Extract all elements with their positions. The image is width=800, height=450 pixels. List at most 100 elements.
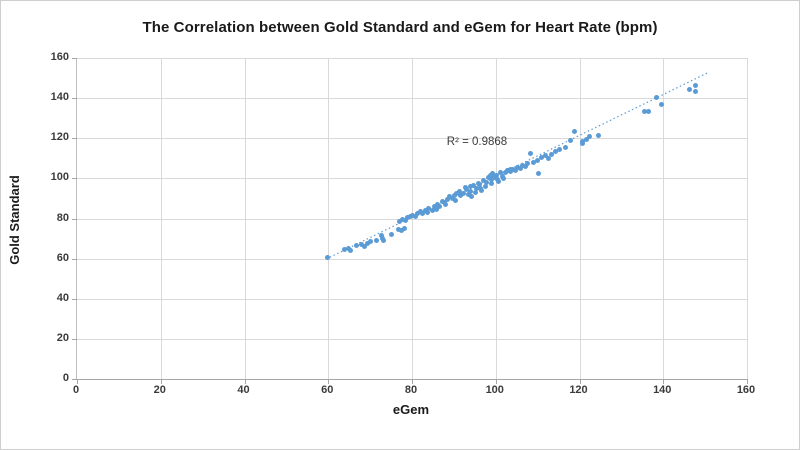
data-point <box>468 184 474 190</box>
data-point <box>368 239 374 245</box>
data-point <box>396 227 402 233</box>
data-point <box>645 109 651 115</box>
x-tick-mark <box>160 379 162 384</box>
data-point <box>493 173 499 179</box>
data-point <box>389 231 395 237</box>
data-point <box>579 138 585 144</box>
data-point <box>562 144 568 150</box>
data-point <box>407 214 413 220</box>
y-tick-mark <box>72 338 77 340</box>
data-point <box>552 149 558 155</box>
data-point <box>472 189 478 195</box>
x-tick-mark <box>663 379 665 384</box>
horizontal-gridline <box>77 98 747 100</box>
y-tick-mark <box>72 379 77 380</box>
y-tick-mark <box>72 138 77 140</box>
horizontal-gridline <box>77 178 747 180</box>
y-tick-label: 100 <box>50 171 69 184</box>
data-point <box>658 102 664 108</box>
data-point <box>494 176 500 182</box>
y-tick-mark <box>72 58 77 59</box>
data-point <box>451 192 457 198</box>
data-point <box>437 203 443 209</box>
data-point <box>463 186 469 192</box>
x-tick-label: 80 <box>404 384 418 396</box>
plot-area: R² = 0.9868 <box>72 58 748 384</box>
data-point <box>347 248 353 254</box>
chart-title: The Correlation between Gold Standard an… <box>142 19 658 36</box>
x-tick-label: 20 <box>153 384 166 396</box>
data-point <box>432 204 438 210</box>
data-point <box>505 167 511 173</box>
data-point <box>471 183 477 189</box>
x-tick-mark <box>495 379 497 384</box>
y-tick-label: 40 <box>56 291 69 304</box>
x-tick-label: 100 <box>485 384 504 396</box>
data-point <box>415 210 421 216</box>
data-point <box>484 180 490 186</box>
trendline <box>325 72 708 260</box>
x-tick-mark <box>77 379 78 384</box>
data-point <box>457 188 463 194</box>
x-axis-title: eGem <box>392 402 430 417</box>
horizontal-gridline <box>77 338 747 340</box>
data-point <box>420 210 426 216</box>
data-point <box>496 179 502 185</box>
data-point <box>381 237 387 243</box>
horizontal-gridline <box>77 258 747 260</box>
data-point <box>469 193 475 199</box>
data-point <box>542 153 548 159</box>
y-tick-label: 160 <box>50 51 69 63</box>
data-point <box>444 196 450 202</box>
vertical-gridline <box>747 58 748 379</box>
data-point <box>482 184 488 190</box>
horizontal-gridline <box>77 218 747 220</box>
data-point <box>353 243 359 249</box>
r-squared-annotation: R² = 0.9868 <box>446 136 508 148</box>
data-point <box>693 88 699 94</box>
x-tick-mark <box>412 379 413 384</box>
data-point <box>579 141 585 147</box>
x-tick-label: 140 <box>653 384 672 396</box>
data-point <box>477 181 483 187</box>
horizontal-gridline <box>77 298 747 300</box>
data-point <box>535 171 541 177</box>
data-point <box>517 166 523 172</box>
data-point <box>488 177 494 183</box>
data-point <box>515 165 521 171</box>
data-point <box>501 176 507 182</box>
data-point <box>567 137 573 143</box>
data-point <box>454 190 460 196</box>
y-tick-label: 0 <box>62 372 69 384</box>
data-point <box>433 206 439 212</box>
y-tick-label: 120 <box>50 131 69 144</box>
data-point <box>512 168 518 174</box>
y-tick-mark <box>72 298 77 300</box>
data-point <box>641 109 647 115</box>
data-point <box>467 188 473 194</box>
data-point <box>556 146 562 152</box>
data-point <box>396 219 402 225</box>
data-point <box>426 206 432 212</box>
data-point <box>457 192 463 198</box>
data-point <box>481 178 487 184</box>
y-tick-label: 20 <box>56 331 69 344</box>
x-tick-label: 0 <box>72 384 80 396</box>
y-tick-mark <box>72 258 77 260</box>
x-tick-label: 40 <box>237 384 250 396</box>
data-point <box>583 136 589 142</box>
data-point <box>399 216 405 222</box>
data-point <box>466 191 472 197</box>
data-point <box>497 170 503 176</box>
y-tick-label: 140 <box>50 91 69 104</box>
x-tick-label: 120 <box>569 384 588 396</box>
data-point <box>429 207 435 213</box>
data-point <box>325 255 331 261</box>
y-tick-label: 60 <box>56 251 69 264</box>
data-point <box>410 212 416 218</box>
data-point <box>364 240 370 246</box>
data-point <box>402 226 408 232</box>
data-point <box>449 196 455 202</box>
x-tick-mark <box>328 379 330 384</box>
